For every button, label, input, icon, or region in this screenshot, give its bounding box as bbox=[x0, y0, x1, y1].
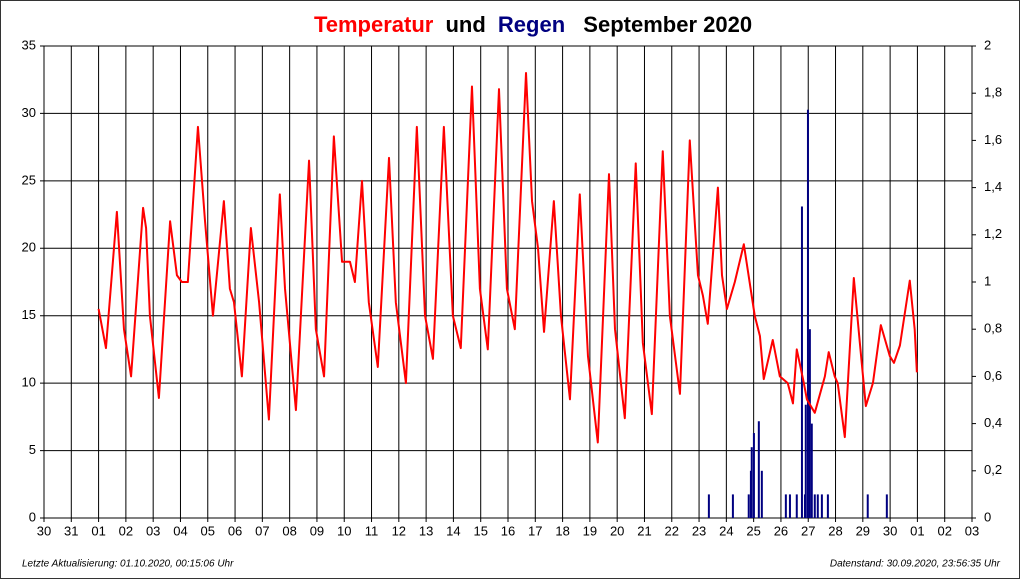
x-tick-label: 26 bbox=[774, 523, 788, 538]
x-tick-label: 25 bbox=[746, 523, 760, 538]
y2-tick-label: 0 bbox=[984, 509, 991, 524]
x-tick-label: 30 bbox=[883, 523, 897, 538]
x-tick-label: 03 bbox=[965, 523, 979, 538]
y-tick-label: 15 bbox=[22, 307, 36, 322]
y2-tick-label: 1,6 bbox=[984, 132, 1002, 147]
x-tick-label: 02 bbox=[119, 523, 133, 538]
rain-bar bbox=[800, 206, 803, 519]
y2-tick-label: 1 bbox=[984, 273, 991, 288]
x-tick-label: 28 bbox=[828, 523, 842, 538]
rain-bar bbox=[804, 404, 807, 518]
x-tick-label: 27 bbox=[801, 523, 815, 538]
x-tick-label: 20 bbox=[610, 523, 624, 538]
x-tick-label: 18 bbox=[555, 523, 569, 538]
y2-tick-label: 0,8 bbox=[984, 321, 1002, 336]
x-tick-label: 01 bbox=[91, 523, 105, 538]
rain-bar bbox=[795, 494, 798, 518]
x-tick-label: 15 bbox=[473, 523, 487, 538]
x-tick-label: 06 bbox=[228, 523, 242, 538]
y2-tick-label: 0,4 bbox=[984, 415, 1002, 430]
rain-bar bbox=[747, 494, 750, 518]
y2-tick-label: 1,8 bbox=[984, 85, 1002, 100]
x-tick-label: 23 bbox=[692, 523, 706, 538]
rain-bar bbox=[826, 494, 829, 518]
rain-bar bbox=[810, 423, 813, 518]
title-rain: Regen bbox=[498, 12, 565, 37]
rain-bar bbox=[784, 494, 787, 518]
x-tick-label: 13 bbox=[419, 523, 433, 538]
rain-bar bbox=[750, 447, 753, 518]
x-tick-label: 24 bbox=[719, 523, 733, 538]
rain-bar bbox=[816, 494, 819, 518]
rain-bar bbox=[885, 494, 888, 518]
x-tick-label: 03 bbox=[146, 523, 160, 538]
rain-bar bbox=[788, 494, 791, 518]
title-period: September 2020 bbox=[583, 12, 752, 37]
rain-bar bbox=[806, 109, 809, 518]
x-tick-label: 21 bbox=[637, 523, 651, 538]
x-tick-label: 08 bbox=[282, 523, 296, 538]
x-tick-label: 01 bbox=[910, 523, 924, 538]
y2-tick-label: 0,2 bbox=[984, 462, 1002, 477]
x-tick-label: 17 bbox=[528, 523, 542, 538]
x-tick-label: 05 bbox=[201, 523, 215, 538]
y2-tick-label: 1,2 bbox=[984, 226, 1002, 241]
rain-bar bbox=[813, 494, 816, 518]
rain-bar bbox=[707, 494, 710, 518]
y2-tick-label: 0,6 bbox=[984, 368, 1002, 383]
y-tick-label: 10 bbox=[22, 375, 36, 390]
footer-right: Datenstand: 30.09.2020, 23:56:35 Uhr bbox=[830, 559, 1001, 570]
x-tick-label: 10 bbox=[337, 523, 351, 538]
y-tick-label: 35 bbox=[22, 37, 36, 52]
y-tick-label: 0 bbox=[29, 509, 36, 524]
y-tick-label: 25 bbox=[22, 172, 36, 187]
rain-bar bbox=[752, 433, 755, 518]
x-tick-label: 30 bbox=[37, 523, 51, 538]
x-tick-label: 14 bbox=[446, 523, 460, 538]
chart-title: Temperatur und Regen September 2020 bbox=[314, 12, 752, 37]
rain-bar bbox=[820, 494, 823, 518]
x-tick-label: 29 bbox=[856, 523, 870, 538]
footer-left: Letzte Aktualisierung: 01.10.2020, 00:15… bbox=[22, 559, 234, 570]
rain-bar bbox=[808, 329, 811, 518]
y2-tick-label: 1,4 bbox=[984, 179, 1002, 194]
rain-bar bbox=[760, 470, 763, 518]
x-tick-label: 02 bbox=[937, 523, 951, 538]
rain-bar bbox=[866, 494, 869, 518]
y-tick-label: 5 bbox=[29, 442, 36, 457]
title-temperature: Temperatur bbox=[314, 12, 434, 37]
y-tick-label: 20 bbox=[22, 240, 36, 255]
x-tick-label: 22 bbox=[665, 523, 679, 538]
x-tick-label: 09 bbox=[310, 523, 324, 538]
x-tick-label: 31 bbox=[64, 523, 78, 538]
x-tick-label: 11 bbox=[365, 523, 379, 538]
x-tick-label: 07 bbox=[255, 523, 269, 538]
rain-bar bbox=[757, 421, 760, 518]
x-tick-label: 04 bbox=[173, 523, 187, 538]
temperature-line bbox=[97, 71, 918, 444]
x-tick-label: 19 bbox=[583, 523, 597, 538]
y2-tick-label: 2 bbox=[984, 37, 991, 52]
x-tick-label: 12 bbox=[392, 523, 406, 538]
rain-bar bbox=[731, 494, 734, 518]
x-tick-label: 16 bbox=[501, 523, 515, 538]
title-connector: und bbox=[445, 12, 485, 37]
y-tick-label: 30 bbox=[22, 105, 36, 120]
